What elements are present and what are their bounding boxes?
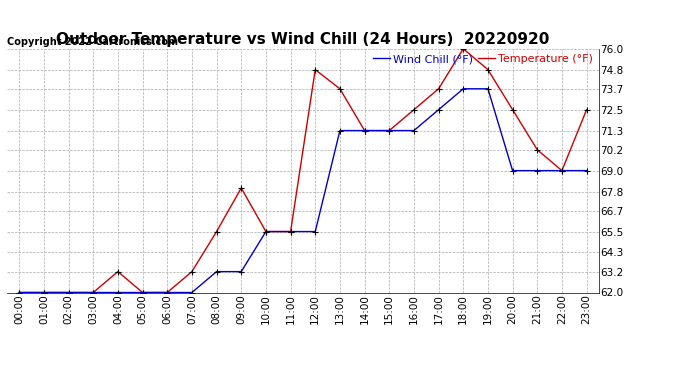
Legend: Wind Chill (°F), Temperature (°F): Wind Chill (°F), Temperature (°F) xyxy=(373,54,593,64)
Text: Copyright 2022 Cartronics.com: Copyright 2022 Cartronics.com xyxy=(7,37,178,47)
Text: Outdoor Temperature vs Wind Chill (24 Hours)  20220920: Outdoor Temperature vs Wind Chill (24 Ho… xyxy=(56,32,550,47)
